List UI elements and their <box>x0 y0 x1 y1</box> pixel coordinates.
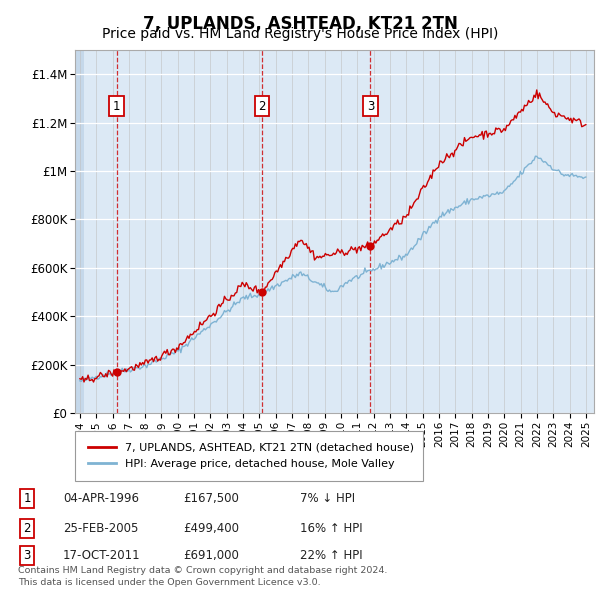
Text: 16% ↑ HPI: 16% ↑ HPI <box>300 522 362 535</box>
Text: 22% ↑ HPI: 22% ↑ HPI <box>300 549 362 562</box>
Text: 3: 3 <box>23 549 31 562</box>
Legend: 7, UPLANDS, ASHTEAD, KT21 2TN (detached house), HPI: Average price, detached hou: 7, UPLANDS, ASHTEAD, KT21 2TN (detached … <box>84 438 419 473</box>
Text: 1: 1 <box>23 492 31 505</box>
Text: 2: 2 <box>23 522 31 535</box>
Text: 7, UPLANDS, ASHTEAD, KT21 2TN: 7, UPLANDS, ASHTEAD, KT21 2TN <box>143 15 457 33</box>
Text: 3: 3 <box>367 100 374 113</box>
Text: 2: 2 <box>258 100 266 113</box>
Text: £167,500: £167,500 <box>183 492 239 505</box>
Text: Contains HM Land Registry data © Crown copyright and database right 2024.
This d: Contains HM Land Registry data © Crown c… <box>18 566 388 587</box>
Text: 25-FEB-2005: 25-FEB-2005 <box>63 522 139 535</box>
FancyBboxPatch shape <box>75 431 423 481</box>
Text: 04-APR-1996: 04-APR-1996 <box>63 492 139 505</box>
Text: 1: 1 <box>113 100 121 113</box>
Text: £691,000: £691,000 <box>183 549 239 562</box>
Text: £499,400: £499,400 <box>183 522 239 535</box>
Text: 7% ↓ HPI: 7% ↓ HPI <box>300 492 355 505</box>
Bar <box>75 50 84 413</box>
Text: 17-OCT-2011: 17-OCT-2011 <box>63 549 140 562</box>
Text: Price paid vs. HM Land Registry's House Price Index (HPI): Price paid vs. HM Land Registry's House … <box>102 27 498 41</box>
